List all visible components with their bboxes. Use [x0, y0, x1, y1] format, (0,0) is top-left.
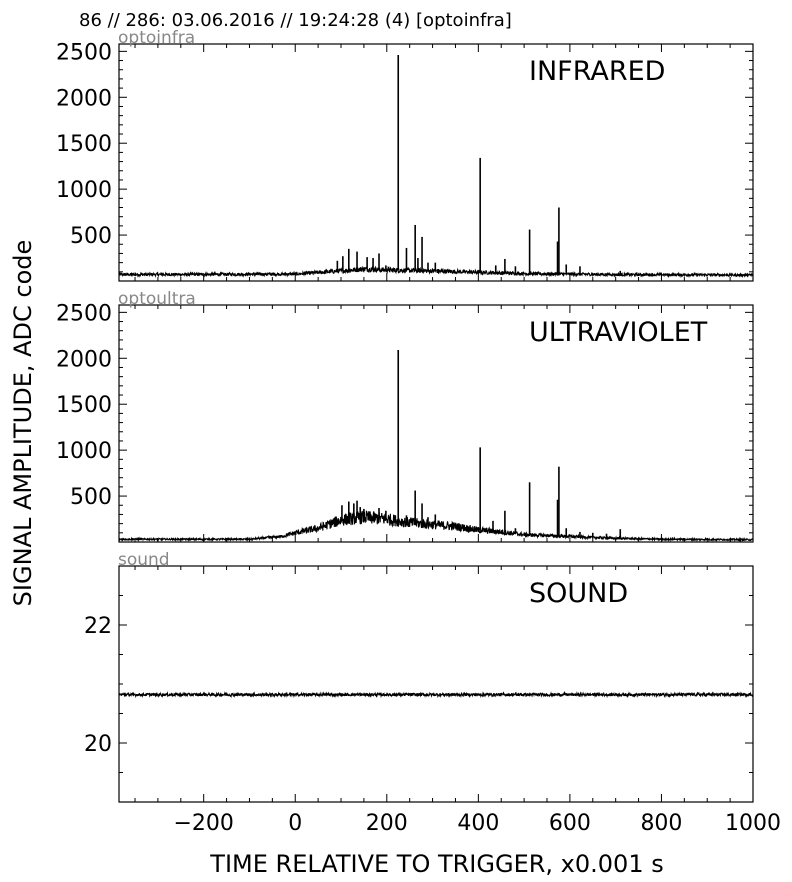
panel-title: SOUND	[529, 578, 628, 609]
x-tick-label: 800	[640, 811, 682, 836]
panel-sound: 20 22 SOUND sound −200 0 200 400 600 800 1000	[84, 550, 781, 836]
y-tick-label: 1500	[56, 132, 112, 157]
y-tick-label: 2500	[56, 301, 112, 326]
x-tick-label: 400	[457, 811, 499, 836]
y-tick-label: 1500	[56, 393, 112, 418]
x-tick-label: 600	[549, 811, 591, 836]
channel-label: sound	[118, 550, 170, 570]
panel-optoultra: 500 1000 1500 2000 2500 ULTRAVIOLET optoultra	[56, 289, 754, 543]
plot-frame	[118, 304, 754, 543]
channel-label: optoultra	[118, 289, 196, 309]
channel-label: optoinfra	[118, 28, 195, 48]
x-tick-label: 0	[288, 811, 302, 836]
signal-trace	[118, 690, 754, 699]
y-tick-label: 22	[84, 614, 112, 639]
x-tick-label: 1000	[725, 811, 781, 836]
x-tick-label: 200	[366, 811, 408, 836]
y-tick-label: 2000	[56, 347, 112, 372]
x-axis-title: TIME RELATIVE TO TRIGGER, x0.001 s	[209, 850, 663, 878]
figure-header: 86 // 286: 03.06.2016 // 19:24:28 (4) [o…	[79, 10, 512, 31]
y-tick-label: 2000	[56, 86, 112, 111]
x-tick-label: −200	[173, 811, 233, 836]
panel-optoinfra: 500 1000 1500 2000 2500 INFRARED optoinfra	[56, 28, 754, 282]
y-tick-label: 500	[70, 224, 112, 249]
y-axis-title: SIGNAL AMPLITUDE, ADC code	[9, 240, 37, 607]
plot-frame	[118, 43, 754, 282]
panels: 5001000150020002500INFRAREDoptoinfra5001…	[56, 28, 781, 836]
y-tick-label: 1000	[56, 178, 112, 203]
y-tick-label: 500	[70, 485, 112, 510]
plot-frame	[118, 565, 754, 803]
panel-title: ULTRAVIOLET	[529, 317, 708, 348]
y-tick-label: 20	[84, 732, 112, 757]
panel-title: INFRARED	[529, 56, 665, 87]
y-tick-label: 2500	[56, 40, 112, 65]
signal-trace	[118, 510, 754, 543]
y-tick-label: 1000	[56, 439, 112, 464]
